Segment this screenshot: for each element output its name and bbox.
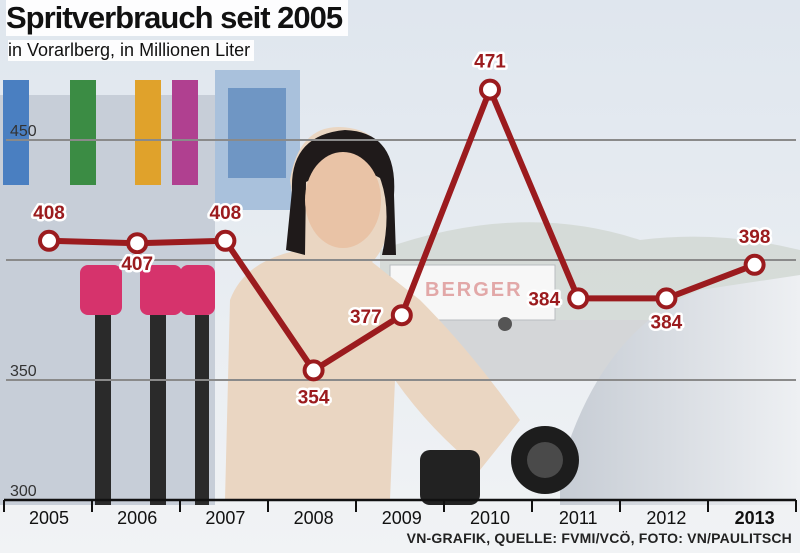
x-tick-label: 2008	[294, 508, 334, 528]
data-points	[38, 78, 766, 382]
x-tick-label: 2011	[559, 508, 598, 528]
chart-title: Spritverbrauch seit 2005	[6, 0, 349, 36]
y-axis-ticks: 300 350 450	[10, 123, 37, 500]
x-tick-label: 2007	[205, 508, 245, 528]
data-point	[38, 229, 60, 252]
x-tick-label: 2012	[646, 508, 686, 528]
truck-sign-text: BERGER	[425, 279, 523, 301]
chart-subtitle: in Vorarlberg, in Millionen Liter	[8, 40, 255, 61]
data-point	[743, 253, 766, 276]
data-label: 384	[528, 289, 560, 310]
data-label: 408	[210, 203, 242, 224]
data-point	[390, 304, 413, 327]
data-label: 384	[651, 312, 683, 333]
x-tick-label: 2006	[117, 508, 157, 528]
x-tick-label: 2009	[382, 508, 422, 528]
data-point	[655, 287, 678, 310]
data-point	[126, 232, 149, 255]
data-label: 354	[298, 387, 330, 408]
data-point	[479, 78, 501, 101]
gridlines	[6, 139, 796, 381]
data-labels: 408 407 408 354 377 471 384 384 398	[31, 49, 773, 411]
data-point	[567, 287, 590, 310]
data-point	[302, 359, 325, 382]
data-label: 408	[33, 203, 65, 224]
series-line-layer	[48, 86, 756, 374]
x-axis: 2005 2006 2007 2008 2009 2010 2011 2012 2013	[3, 498, 797, 528]
data-point	[214, 229, 237, 252]
y-tick-label: 450	[10, 123, 37, 140]
source-credit: VN-GRAFIK, QUELLE: FVMI/VCÖ, FOTO: VN/PA…	[406, 530, 792, 546]
y-tick-label: 300	[10, 483, 37, 500]
data-label: 377	[350, 307, 382, 328]
data-label: 398	[739, 227, 771, 248]
y-tick-label: 350	[10, 363, 37, 380]
x-tick-label: 2005	[29, 508, 69, 528]
x-tick-label: 2010	[470, 508, 510, 528]
x-tick-label: 2013	[735, 508, 775, 528]
data-label: 471	[474, 52, 506, 73]
series-line	[48, 86, 756, 374]
data-label: 407	[121, 254, 153, 275]
